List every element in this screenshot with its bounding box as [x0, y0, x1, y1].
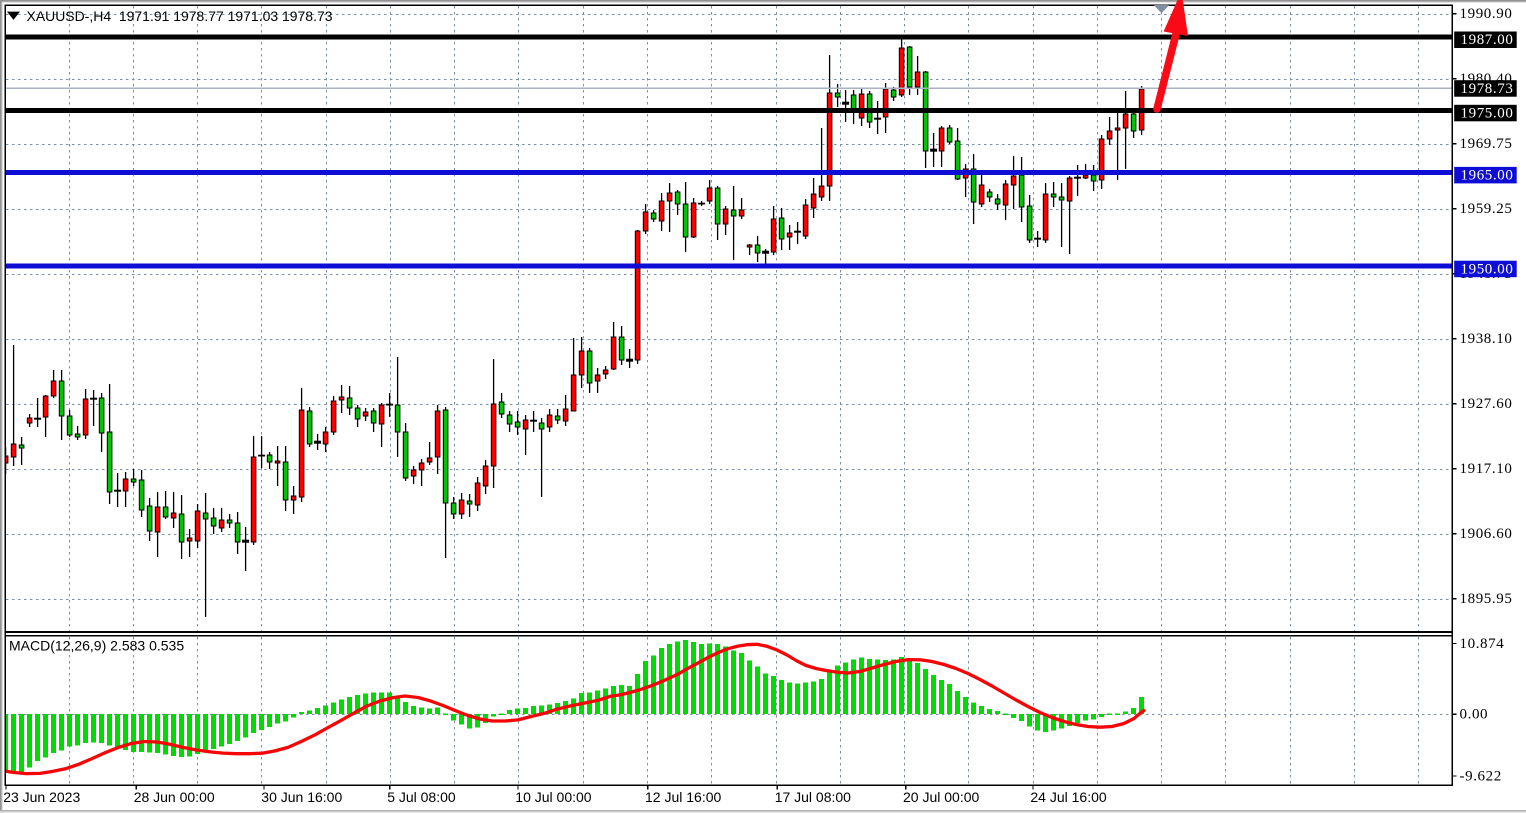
svg-text:XAUUSD-,H4 1971.91 1978.77 19: XAUUSD-,H4 1971.91 1978.77 1971.03 1978.… [27, 9, 333, 24]
svg-text:1975.00: 1975.00 [1461, 105, 1514, 121]
svg-text:1917.10: 1917.10 [1460, 461, 1513, 477]
svg-text:20 Jul 00:00: 20 Jul 00:00 [903, 789, 979, 805]
svg-text:17 Jul 08:00: 17 Jul 08:00 [775, 789, 851, 805]
svg-text:12 Jul 16:00: 12 Jul 16:00 [645, 789, 721, 805]
svg-text:1950.00: 1950.00 [1461, 261, 1514, 277]
svg-text:MACD(12,26,9) 2.583 0.535: MACD(12,26,9) 2.583 0.535 [9, 638, 184, 654]
svg-text:24 Jul 16:00: 24 Jul 16:00 [1030, 789, 1106, 805]
svg-text:28 Jun 00:00: 28 Jun 00:00 [134, 789, 215, 805]
svg-text:30 Jun 16:00: 30 Jun 16:00 [261, 789, 342, 805]
svg-text:-9.622: -9.622 [1460, 769, 1502, 785]
svg-text:1906.60: 1906.60 [1460, 526, 1513, 542]
svg-text:1987.00: 1987.00 [1461, 32, 1514, 48]
svg-text:1990.90: 1990.90 [1460, 6, 1513, 22]
svg-text:0.00: 0.00 [1460, 707, 1489, 723]
svg-text:23 Jun 2023: 23 Jun 2023 [3, 789, 80, 805]
svg-text:1965.00: 1965.00 [1461, 168, 1514, 184]
svg-text:1969.75: 1969.75 [1460, 136, 1513, 152]
svg-text:1959.25: 1959.25 [1460, 201, 1513, 217]
svg-text:5 Jul 08:00: 5 Jul 08:00 [387, 789, 456, 805]
svg-text:1895.95: 1895.95 [1460, 591, 1513, 607]
svg-text:1978.73: 1978.73 [1461, 81, 1514, 97]
svg-text:1938.10: 1938.10 [1460, 331, 1513, 347]
svg-text:10.874: 10.874 [1460, 636, 1505, 652]
svg-text:1927.60: 1927.60 [1460, 396, 1513, 412]
svg-text:10 Jul 00:00: 10 Jul 00:00 [515, 789, 591, 805]
